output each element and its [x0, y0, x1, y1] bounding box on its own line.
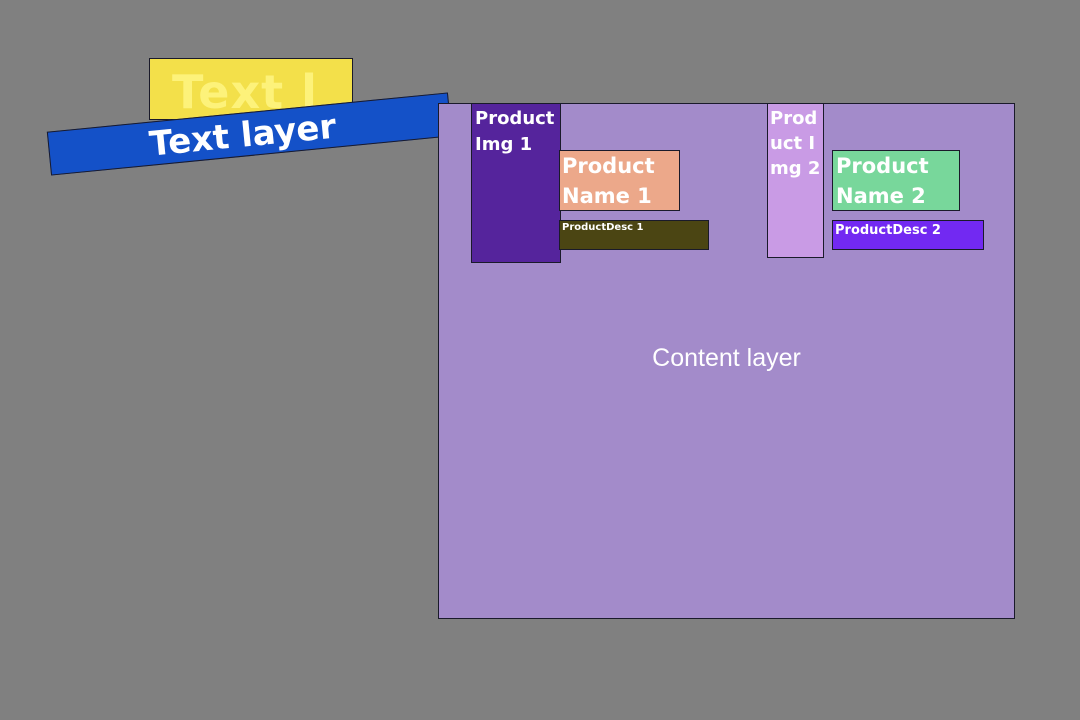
- product-img-2-label: Product Img 2: [770, 108, 821, 179]
- content-layer-label: Content layer: [652, 344, 801, 372]
- product-img-1-label: ProductImg 1: [475, 108, 555, 155]
- product-name-2-label: Product Name 2: [836, 154, 929, 208]
- product-desc-2: ProductDesc 2: [832, 220, 984, 250]
- product-img-2: Product Img 2: [767, 103, 824, 258]
- product-desc-1-label: ProductDesc 1: [562, 222, 644, 233]
- product-desc-2-label: ProductDesc 2: [835, 223, 941, 238]
- product-name-1-label: Product Name 1: [562, 154, 655, 208]
- text-l-layer: Text l: [149, 58, 353, 120]
- product-img-1: ProductImg 1: [471, 103, 561, 263]
- product-desc-1: ProductDesc 1: [559, 220, 709, 250]
- product-name-1: Product Name 1: [559, 150, 680, 211]
- product-name-2: Product Name 2: [832, 150, 960, 211]
